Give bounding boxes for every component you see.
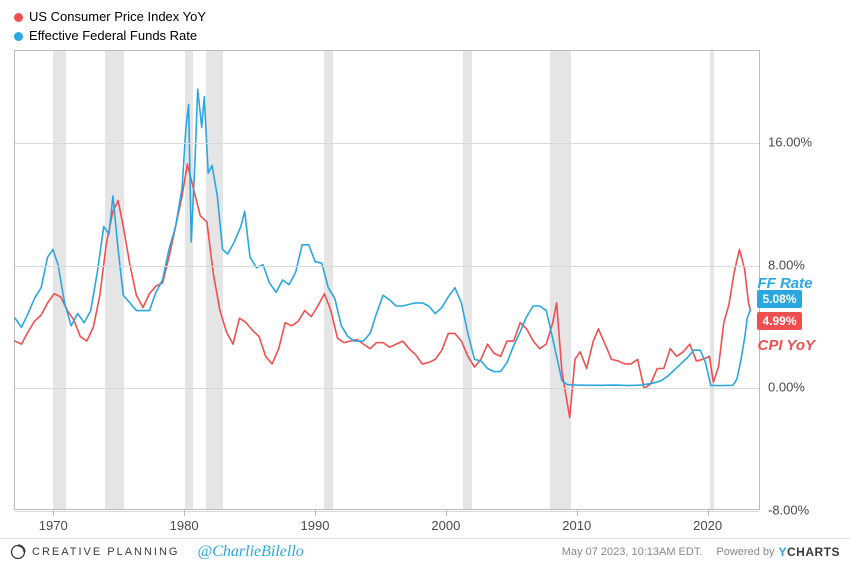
gridline — [15, 388, 759, 389]
x-axis-tick-label: 1990 — [301, 518, 330, 533]
plot-area — [14, 50, 760, 510]
powered-by-prefix: Powered by — [716, 546, 774, 558]
gridline — [15, 143, 759, 144]
x-axis-tick — [184, 510, 185, 516]
y-axis-tick-label: -8.00% — [768, 503, 809, 518]
legend-label-ffr: Effective Federal Funds Rate — [29, 27, 197, 46]
cp-logo-icon — [10, 544, 26, 560]
x-axis-tick-label: 1970 — [39, 518, 68, 533]
legend-item-ffr: Effective Federal Funds Rate — [14, 27, 206, 46]
creative-planning-logo: CREATIVE PLANNING — [10, 544, 180, 560]
legend: US Consumer Price Index YoY Effective Fe… — [14, 8, 206, 46]
x-axis-tick — [577, 510, 578, 516]
y-axis-tick-label: 8.00% — [768, 257, 805, 272]
ycharts-logo: YCHARTS — [778, 545, 840, 559]
powered-by: Powered by YCHARTS — [716, 545, 840, 559]
x-axis-tick-label: 2020 — [693, 518, 722, 533]
legend-item-cpi: US Consumer Price Index YoY — [14, 8, 206, 27]
y-axis-tick-label: 0.00% — [768, 380, 805, 395]
chart-footer: CREATIVE PLANNING @CharlieBilello May 07… — [0, 538, 850, 565]
x-axis-tick-label: 2010 — [562, 518, 591, 533]
cp-brand-text: CREATIVE PLANNING — [32, 546, 180, 558]
x-axis-tick — [53, 510, 54, 516]
x-axis-tick — [315, 510, 316, 516]
legend-label-cpi: US Consumer Price Index YoY — [29, 8, 206, 27]
series-end-value-cpi: 4.99% — [757, 312, 801, 330]
x-axis-tick — [446, 510, 447, 516]
line-series-svg — [15, 51, 759, 509]
footer-timestamp: May 07 2023, 10:13AM EDT. — [562, 546, 703, 558]
series-end-label-ffr: FF Rate — [757, 275, 812, 292]
gridline — [15, 511, 759, 512]
y-axis-tick-label: 16.00% — [768, 135, 812, 150]
legend-dot-ffr — [14, 32, 23, 41]
series-end-label-cpi: CPI YoY — [757, 337, 815, 354]
x-axis-tick — [708, 510, 709, 516]
series-end-value-ffr: 5.08% — [757, 290, 801, 308]
x-axis-tick-label: 1980 — [170, 518, 199, 533]
legend-dot-cpi — [14, 13, 23, 22]
series-line-cpi — [15, 164, 751, 417]
gridline — [15, 266, 759, 267]
chart-container: US Consumer Price Index YoY Effective Fe… — [0, 0, 850, 565]
x-axis-tick-label: 2000 — [431, 518, 460, 533]
author-handle: @CharlieBilello — [198, 543, 304, 561]
